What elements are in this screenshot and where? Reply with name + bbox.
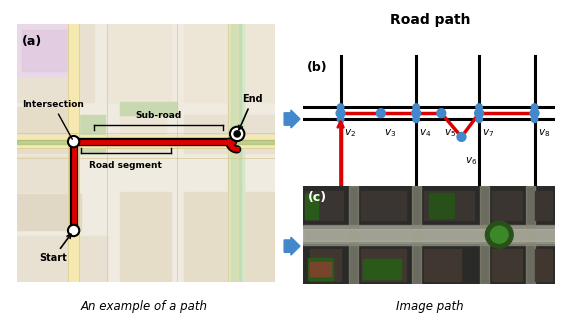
Bar [120,107,166,153]
Bar [17,141,275,144]
Bar [185,115,236,153]
Point [474,111,483,116]
Point [411,111,421,116]
Bar [120,192,171,282]
Bar [310,261,331,276]
Text: $v_7$: $v_7$ [482,127,494,139]
Bar [243,115,275,153]
Text: $v_4$: $v_4$ [419,127,431,139]
Bar [361,249,406,281]
Point [530,104,539,110]
Text: Start: Start [39,234,71,263]
Circle shape [68,225,79,236]
Text: $v_3$: $v_3$ [384,127,396,139]
Bar [17,107,68,153]
Bar [185,24,236,102]
Bar [349,186,358,284]
Bar [17,24,74,76]
Text: Sub-road: Sub-road [135,111,182,120]
Bar [231,24,241,282]
Bar [228,24,238,282]
Circle shape [230,127,245,141]
Bar [74,115,105,153]
Bar [424,191,474,220]
Point [437,111,446,116]
Text: $v_5$: $v_5$ [444,127,456,139]
Point [457,134,466,140]
Text: Road path: Road path [390,13,470,27]
Text: Image path: Image path [396,300,464,313]
Text: End: End [239,94,263,130]
Bar [492,191,522,220]
Text: An example of a path: An example of a path [81,300,208,313]
Bar [424,249,461,281]
Point [474,104,483,110]
Point [411,117,421,122]
Bar [303,225,555,244]
Bar [534,191,552,220]
Point [336,104,345,110]
Bar [68,24,79,282]
Bar [305,194,318,219]
Circle shape [234,131,240,137]
Circle shape [491,226,508,243]
Bar [228,24,243,282]
Bar [22,30,68,71]
Bar [17,24,94,102]
Text: Intersection: Intersection [22,100,84,139]
Bar [310,249,341,281]
Bar [305,191,343,220]
Point [411,104,421,110]
Text: $v_1$: $v_1$ [329,202,341,214]
Bar [481,186,489,284]
Bar [243,24,275,102]
Bar [243,192,275,282]
Bar [17,156,68,192]
Text: (b): (b) [307,61,327,74]
Bar [17,135,275,148]
Text: $v_8$: $v_8$ [538,127,550,139]
Bar [17,236,107,282]
Point [530,111,539,116]
Point [530,117,539,122]
Bar [361,191,406,220]
Bar [303,226,555,243]
Text: (c): (c) [308,191,327,204]
Bar [185,192,236,282]
Bar [526,186,534,284]
Bar [363,259,401,279]
Bar [413,186,421,284]
Bar [534,249,552,281]
Point [336,117,345,122]
Text: Road segment: Road segment [89,161,161,170]
Bar [429,193,454,218]
Bar [303,229,555,241]
Point [336,111,345,116]
Circle shape [486,221,513,248]
Point [376,111,385,116]
Circle shape [68,136,79,147]
Text: (a): (a) [22,35,42,48]
Text: $v_6$: $v_6$ [465,156,477,167]
Bar [492,249,522,281]
Bar [107,24,171,102]
Text: $v_2$: $v_2$ [344,127,355,139]
Point [474,117,483,122]
Point [336,195,345,200]
Bar [308,258,333,280]
Bar [17,194,82,230]
Bar [120,102,177,115]
